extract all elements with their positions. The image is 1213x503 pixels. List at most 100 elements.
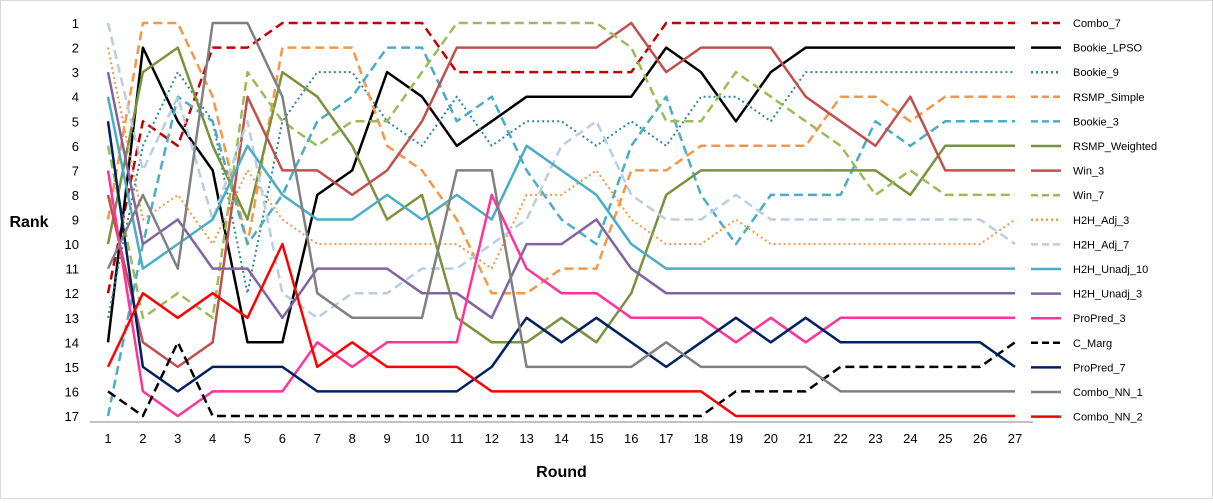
legend-item: RSMP_Simple [1031,92,1145,104]
series-line-win-3 [106,21,1015,369]
y-tick-label: 6 [72,139,79,154]
series-line-h2h-adj-3 [107,47,1016,270]
x-tick-label: 16 [624,431,638,446]
y-tick-label: 7 [72,163,79,178]
legend-label: RSMP_Simple [1073,92,1145,104]
legend-label: Bookie_3 [1073,116,1119,128]
x-tick-label: 8 [349,431,356,446]
y-tick-label: 12 [65,286,79,301]
x-tick-label: 12 [484,431,498,446]
x-tick-label: 20 [764,431,778,446]
legend-label: H2H_Unadj_10 [1073,264,1148,276]
legend-item: Win_7 [1031,190,1104,202]
x-tick-label: 6 [279,431,286,446]
x-tick-label: 25 [938,431,952,446]
y-tick-label: 3 [72,65,79,80]
series-line-win-7 [106,21,1015,320]
x-tick-label: 27 [1008,431,1022,446]
y-tick-label: 2 [72,41,79,56]
y-tick-label: 10 [65,237,79,252]
series-line-h2h-adj-7 [106,22,1016,320]
x-tick-label: 11 [450,431,464,446]
legend-item: H2H_Unadj_3 [1031,289,1142,301]
y-tick-label: 17 [65,409,79,424]
legend-item: Combo_7 [1031,18,1121,30]
x-tick-label: 13 [519,431,533,446]
series-line-h2h-unadj-10 [106,96,1015,270]
x-tick-label: 19 [729,431,743,446]
legend-label: H2H_Adj_7 [1073,239,1129,251]
legend-label: H2H_Unadj_3 [1073,289,1142,301]
x-tick-label: 3 [174,431,181,446]
x-tick-label: 9 [383,431,390,446]
legend-item: C_Marg [1031,338,1112,350]
legend-label: Combo_NN_2 [1073,412,1143,424]
x-tick-label: 24 [903,431,917,446]
legend-label: Combo_NN_1 [1073,387,1143,399]
legend-label: Combo_7 [1073,18,1121,30]
y-tick-label: 13 [65,311,79,326]
legend-item: H2H_Unadj_10 [1031,264,1148,276]
x-tick-label: 18 [694,431,708,446]
x-tick-label: 26 [973,431,987,446]
series-line-propred-3 [106,170,1015,418]
y-tick-label: 15 [65,360,79,375]
x-axis-title: Round [536,464,587,481]
y-axis-title: Rank [9,214,48,231]
legend-item: Bookie_9 [1031,67,1119,79]
series-line-combo-nn-2 [106,242,1015,418]
x-tick-label: 7 [314,431,321,446]
y-tick-label: 16 [65,384,79,399]
legend-item: H2H_Adj_3 [1031,215,1129,227]
x-tick-label: 10 [415,431,429,446]
legend-label: H2H_Adj_3 [1073,215,1129,227]
legend-label: C_Marg [1073,338,1112,350]
legend-item: Combo_NN_1 [1031,387,1143,399]
legend-label: ProPred_3 [1073,313,1126,325]
legend: Combo_7 Bookie_LPSO Bookie_9 RSMP_Simple Boo… [1031,18,1157,424]
legend-item: H2H_Adj_7 [1031,239,1129,251]
x-axis-ticks: 1 2 3 4 5 6 7 8 9 10 11 12 13 14 15 16 17 18 19 20 21 22 23 24 2… [104,431,1022,446]
y-tick-label: 5 [72,114,79,129]
y-tick-label: 8 [72,188,79,203]
y-tick-label: 14 [65,335,79,350]
x-tick-label: 15 [589,431,603,446]
legend-label: Win_7 [1073,190,1104,202]
series-line-c-marg [107,341,1016,418]
legend-label: RSMP_Weighted [1073,141,1157,153]
x-tick-label: 5 [244,431,251,446]
legend-label: Win_3 [1073,166,1104,178]
y-tick-label: 9 [72,213,79,228]
legend-item: Win_3 [1031,166,1104,178]
x-tick-label: 21 [798,431,812,446]
series-line-h2h-unadj-3 [106,71,1015,320]
x-tick-label: 22 [833,431,847,446]
legend-label: Bookie_9 [1073,67,1119,79]
legend-item: Combo_NN_2 [1031,412,1143,424]
y-tick-label: 4 [72,90,79,105]
series-line-combo-7 [106,21,1015,294]
x-tick-label: 23 [868,431,882,446]
y-tick-label: 11 [66,262,80,277]
series-lines [106,21,1016,418]
y-tick-label: 1 [72,16,79,31]
x-tick-label: 4 [209,431,216,446]
series-line-bookie-3 [106,46,1015,417]
series-line-bookie-lpso [106,46,1015,344]
x-tick-label: 14 [554,431,568,446]
series-line-bookie-9 [107,71,1015,318]
legend-item: Bookie_LPSO [1031,43,1143,55]
legend-item: ProPred_3 [1031,313,1126,325]
legend-item: RSMP_Weighted [1031,141,1157,153]
series-line-rsmp-weighted [106,46,1015,344]
legend-item: ProPred_7 [1031,362,1126,374]
series-line-rsmp-simple [106,21,1015,295]
legend-label: ProPred_7 [1073,362,1126,374]
x-tick-label: 1 [104,431,111,446]
series-line-combo-nn-1 [106,21,1015,393]
series-line-propred-7 [106,121,1016,393]
legend-label: Bookie_LPSO [1073,43,1143,55]
